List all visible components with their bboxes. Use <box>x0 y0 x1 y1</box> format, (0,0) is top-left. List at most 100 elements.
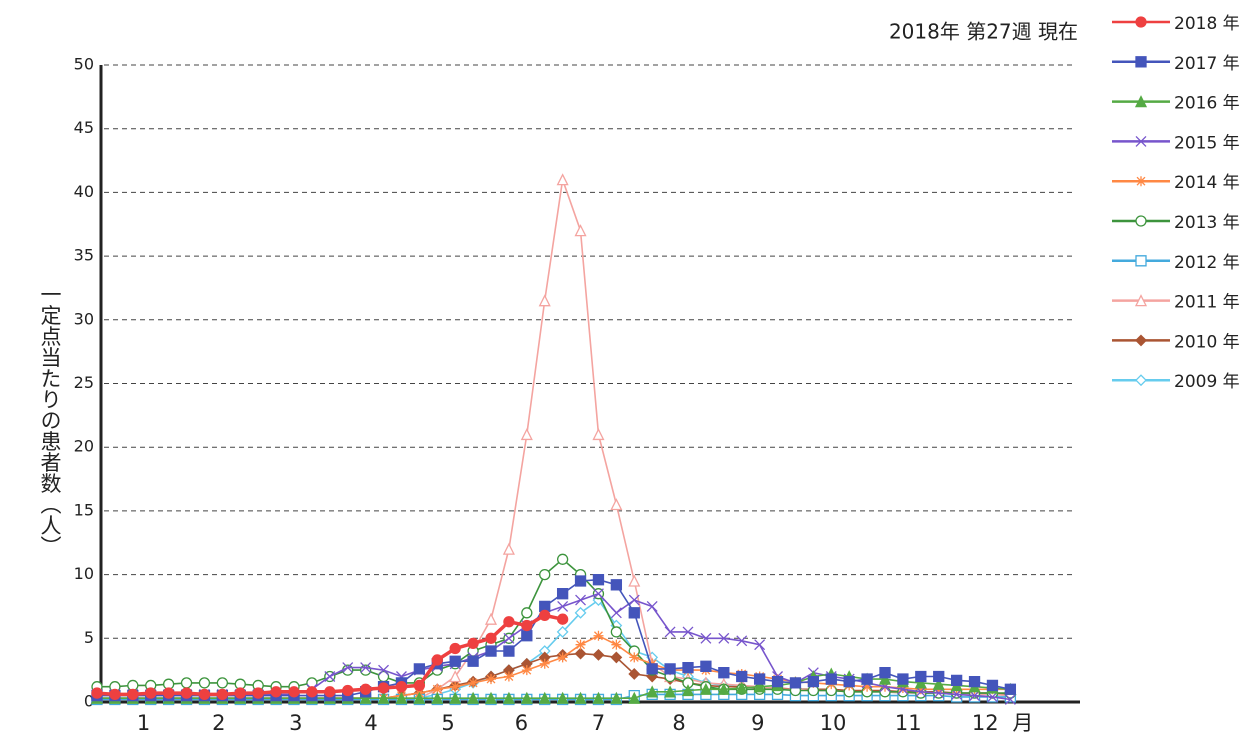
marker <box>628 668 641 680</box>
marker <box>503 645 515 657</box>
marker <box>592 588 604 600</box>
marker <box>664 626 676 638</box>
marker <box>718 667 730 679</box>
marker <box>216 677 229 689</box>
x-tick-label: 月 <box>1012 711 1033 735</box>
marker <box>574 647 587 660</box>
marker <box>360 662 372 674</box>
marker <box>162 687 175 699</box>
marker <box>592 428 605 441</box>
marker <box>825 673 837 685</box>
marker <box>879 667 891 679</box>
marker <box>395 691 408 704</box>
marker <box>449 642 461 655</box>
marker <box>1135 16 1147 28</box>
marker <box>950 674 963 686</box>
marker <box>198 677 211 689</box>
marker <box>216 688 229 701</box>
marker <box>986 679 999 692</box>
x-tick-label: 9 <box>751 711 764 735</box>
x-tick-label: 11 <box>895 711 922 735</box>
marker <box>413 663 426 675</box>
marker <box>520 691 533 704</box>
marker <box>485 632 497 644</box>
legend-item: 2013 年 <box>1112 213 1240 233</box>
marker <box>933 670 945 683</box>
marker <box>324 671 336 682</box>
marker <box>914 676 927 689</box>
marker <box>467 691 480 704</box>
series-line <box>97 693 1011 701</box>
marker <box>718 632 730 644</box>
marker <box>556 553 569 565</box>
y-tick-label: 45 <box>74 118 94 137</box>
marker <box>324 686 336 698</box>
marker <box>932 677 945 690</box>
legend-item: 2016 年 <box>1112 94 1240 114</box>
y-tick-label: 50 <box>74 55 94 74</box>
marker <box>575 639 586 650</box>
marker <box>610 607 622 619</box>
legend-label: 2013 年 <box>1174 213 1240 233</box>
x-tick-label: 7 <box>592 711 605 735</box>
marker <box>610 691 623 704</box>
series-line <box>97 558 1011 694</box>
marker <box>843 675 855 688</box>
marker <box>521 607 533 619</box>
marker <box>377 682 390 694</box>
marker <box>556 691 569 704</box>
marker <box>861 673 873 685</box>
marker <box>592 691 605 704</box>
marker <box>539 609 551 622</box>
legend-label: 2014 年 <box>1174 173 1240 193</box>
marker <box>502 691 515 704</box>
marker <box>754 639 766 651</box>
marker <box>91 687 103 699</box>
marker <box>878 672 892 685</box>
marker <box>736 635 748 647</box>
marker <box>468 677 479 688</box>
marker <box>378 664 390 676</box>
series-line <box>97 634 1011 699</box>
legend-item: 2010 年 <box>1112 332 1240 352</box>
legend-item: 2014 年 <box>1112 173 1240 193</box>
y-tick-label: 0 <box>84 692 94 711</box>
marker <box>502 542 515 555</box>
marker <box>789 677 802 689</box>
marker <box>342 684 354 697</box>
legend-item: 2018 年 <box>1112 14 1240 34</box>
marker <box>574 575 587 587</box>
marker <box>431 691 444 704</box>
legend-label: 2011 年 <box>1174 293 1240 313</box>
marker <box>682 626 694 638</box>
y-tick-label: 5 <box>84 628 94 647</box>
marker <box>700 660 712 672</box>
marker <box>556 626 569 638</box>
marker <box>539 600 551 613</box>
marker <box>359 683 372 695</box>
marker <box>1135 215 1147 227</box>
marker <box>538 691 551 704</box>
marker <box>556 613 569 625</box>
marker <box>771 675 784 688</box>
legend-label: 2012 年 <box>1174 253 1240 273</box>
marker <box>556 588 569 600</box>
marker <box>610 498 623 511</box>
legend-label: 2009 年 <box>1174 372 1240 392</box>
x-tick-label: 5 <box>441 711 454 735</box>
legend-label: 2016 年 <box>1174 94 1240 114</box>
marker <box>628 691 641 704</box>
marker <box>1004 683 1017 695</box>
marker <box>557 652 568 663</box>
marker <box>503 632 515 644</box>
marker <box>807 675 820 688</box>
marker <box>1136 176 1146 187</box>
marker <box>646 600 658 612</box>
marker <box>359 691 372 704</box>
marker <box>539 658 550 669</box>
marker <box>521 619 533 632</box>
x-tick-label: 1 <box>137 711 150 735</box>
y-tick-label: 15 <box>74 500 94 519</box>
marker <box>467 637 479 650</box>
marker <box>968 675 981 688</box>
